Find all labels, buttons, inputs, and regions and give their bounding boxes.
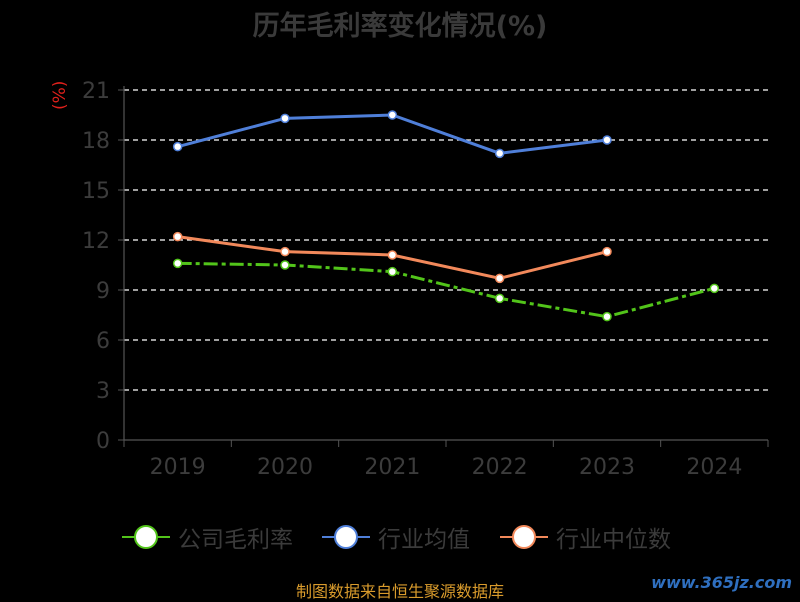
data-point <box>387 266 398 277</box>
legend-marker-icon <box>500 525 548 549</box>
data-point <box>172 231 183 242</box>
data-point <box>280 246 290 257</box>
legend-marker-icon <box>122 525 170 549</box>
data-point <box>172 141 183 152</box>
y-tick-label: 21 <box>82 79 110 104</box>
y-tick-label: 3 <box>96 379 110 404</box>
y-tick-label: 6 <box>96 329 110 354</box>
data-point <box>280 260 290 270</box>
data-point <box>602 135 612 145</box>
data-point <box>709 283 720 294</box>
data-point <box>280 113 290 124</box>
x-tick-label: 2022 <box>472 455 528 480</box>
x-tick-label: 2024 <box>686 455 742 480</box>
series-line <box>177 113 608 155</box>
legend-label: 行业均值 <box>378 527 470 553</box>
watermark: www.365jz.com <box>651 573 792 592</box>
data-point <box>387 250 398 260</box>
legend-item-company-gross-margin[interactable]: 公司毛利率 <box>122 520 293 554</box>
legend-item-industry-average[interactable]: 行业均值 <box>322 520 470 554</box>
data-point <box>172 258 183 269</box>
data-point <box>602 246 612 257</box>
legend-item-industry-median[interactable]: 行业中位数 <box>500 520 671 554</box>
data-point <box>494 293 505 304</box>
y-tick-label: 12 <box>82 229 110 254</box>
data-point <box>494 148 505 159</box>
y-tick-label: 18 <box>82 129 110 154</box>
x-tick-label: 2021 <box>364 455 420 480</box>
y-tick-label: 15 <box>82 179 110 204</box>
legend-label: 行业中位数 <box>556 527 671 553</box>
series-line <box>177 261 715 319</box>
data-point <box>602 311 612 322</box>
chart-title: 历年毛利率变化情况(%) <box>252 11 548 42</box>
x-tick-label: 2023 <box>579 455 635 480</box>
x-tick-label: 2020 <box>257 455 313 480</box>
y-tick-label: 0 <box>96 429 110 454</box>
legend-marker-icon <box>322 525 370 549</box>
y-tick-label: 9 <box>96 279 110 304</box>
data-point <box>494 273 505 284</box>
x-tick-label: 2019 <box>150 455 206 480</box>
legend: 公司毛利率 行业均值 行业中位数 <box>0 520 800 554</box>
data-point <box>387 110 398 120</box>
data-source-note: 制图数据来自恒生聚源数据库 <box>295 582 504 601</box>
legend-label: 公司毛利率 <box>178 527 293 553</box>
